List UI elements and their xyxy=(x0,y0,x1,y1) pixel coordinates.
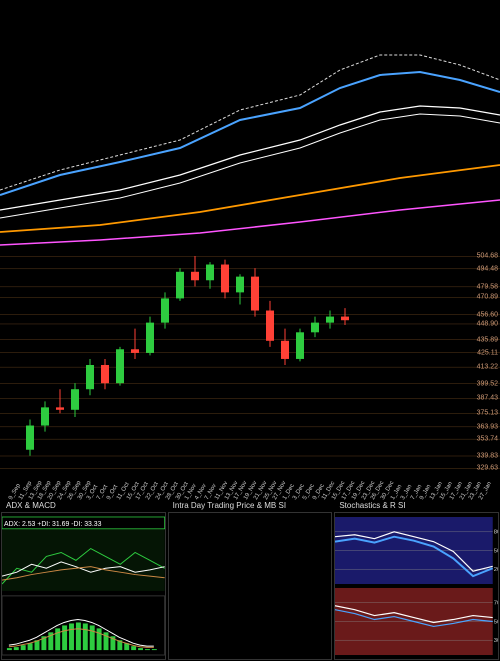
svg-text:ADX: 2.53 +DI: 31.69 -DI: 33.: ADX: 2.53 +DI: 31.69 -DI: 33.33 xyxy=(4,521,102,528)
svg-text:50: 50 xyxy=(494,548,498,554)
adx-macd-panel: ADX & MACD ADX: 2.53 +DI: 31.69 -DI: 33.… xyxy=(1,512,166,660)
intraday-panel-title: Intra Day Trading Price & MB SI xyxy=(173,501,286,510)
stochastics-panel: Stochastics & R SI 805020705030 xyxy=(334,512,499,660)
svg-text:80: 80 xyxy=(494,530,498,536)
intraday-panel: Intra Day Trading Price & MB SI xyxy=(168,512,333,660)
svg-text:70: 70 xyxy=(494,601,498,607)
svg-text:30: 30 xyxy=(494,638,498,644)
svg-text:50: 50 xyxy=(494,619,498,625)
adx-panel-title: ADX & MACD xyxy=(6,501,56,510)
main-ma-chart xyxy=(0,0,500,250)
stoch-panel-title: Stochastics & R SI xyxy=(339,501,405,510)
candlestick-chart xyxy=(0,250,500,480)
svg-text:20: 20 xyxy=(494,567,498,573)
indicator-panels: ADX & MACD ADX: 2.53 +DI: 31.69 -DI: 33.… xyxy=(0,512,500,660)
